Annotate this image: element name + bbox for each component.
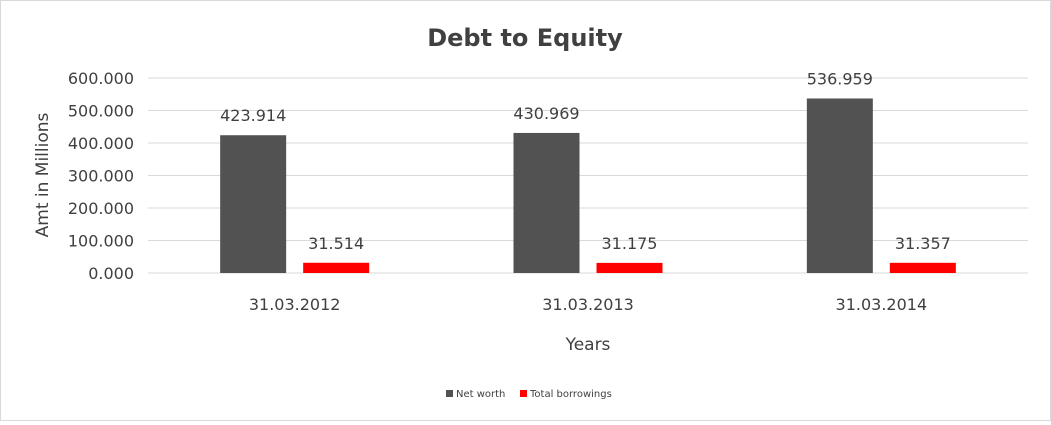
y-axis-label: Amt in Millions xyxy=(33,112,53,237)
x-axis-label: Years xyxy=(565,335,611,355)
data-label: 423.914 xyxy=(220,106,286,125)
y-tick-label: 400.000 xyxy=(68,134,134,153)
bar-net-worth xyxy=(806,98,873,273)
data-label: 430.969 xyxy=(513,104,579,123)
y-tick-label: 600.000 xyxy=(68,69,134,88)
y-tick-label: 100.000 xyxy=(68,232,134,251)
y-tick-label: 0.000 xyxy=(88,264,134,283)
chart-title: Debt to Equity xyxy=(427,24,623,52)
data-label: 536.959 xyxy=(807,69,873,88)
bar-total-borrowings xyxy=(303,262,370,273)
x-tick-label: 31.03.2013 xyxy=(542,295,634,314)
y-tick-label: 200.000 xyxy=(68,199,134,218)
bar-net-worth xyxy=(220,135,287,273)
x-tick-label: 31.03.2012 xyxy=(249,295,341,314)
y-tick-label: 500.000 xyxy=(68,102,134,121)
bar-net-worth xyxy=(513,132,580,273)
legend-label: Net worth xyxy=(456,389,505,400)
bar-total-borrowings xyxy=(596,262,663,273)
data-label: 31.175 xyxy=(602,234,658,253)
legend-swatch xyxy=(446,390,453,397)
legend-swatch xyxy=(520,390,527,397)
bar-total-borrowings xyxy=(889,262,956,273)
data-label: 31.514 xyxy=(308,234,364,253)
y-tick-label: 300.000 xyxy=(68,167,134,186)
data-label: 31.357 xyxy=(895,234,951,253)
x-tick-label: 31.03.2014 xyxy=(836,295,928,314)
legend-label: Total borrowings xyxy=(529,389,612,400)
